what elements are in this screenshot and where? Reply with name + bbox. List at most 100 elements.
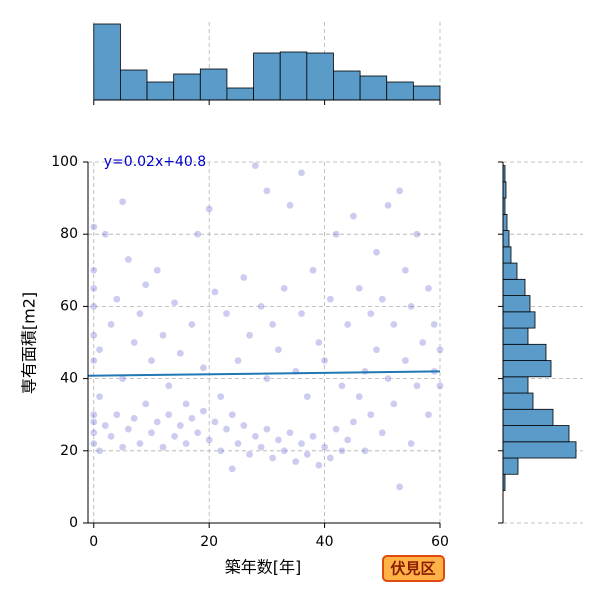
point bbox=[430, 320, 439, 329]
badge-box bbox=[382, 555, 445, 582]
hist-bar bbox=[502, 425, 570, 443]
point bbox=[89, 418, 98, 426]
point bbox=[95, 446, 104, 455]
point bbox=[309, 432, 317, 441]
point bbox=[314, 338, 323, 347]
point bbox=[147, 428, 156, 437]
hist-bar bbox=[199, 68, 228, 101]
y-tick-label: 20 bbox=[60, 443, 78, 459]
point bbox=[361, 446, 369, 455]
point bbox=[343, 320, 352, 329]
point bbox=[228, 410, 237, 419]
hist-bar bbox=[502, 213, 508, 231]
point bbox=[372, 248, 381, 257]
point bbox=[216, 446, 225, 455]
hist-bar bbox=[502, 376, 529, 394]
point bbox=[407, 439, 415, 448]
point bbox=[384, 374, 392, 383]
point bbox=[164, 410, 173, 419]
point bbox=[245, 450, 254, 459]
point bbox=[280, 284, 289, 293]
point bbox=[89, 439, 98, 448]
point bbox=[251, 161, 260, 170]
point bbox=[95, 392, 104, 401]
point bbox=[303, 392, 312, 401]
point bbox=[159, 443, 167, 452]
point bbox=[436, 381, 444, 390]
point bbox=[343, 436, 352, 444]
point bbox=[147, 356, 156, 365]
point bbox=[141, 280, 150, 289]
hist-bar bbox=[279, 51, 308, 101]
point bbox=[182, 439, 190, 448]
point bbox=[89, 428, 98, 437]
hist-bar bbox=[502, 262, 518, 280]
point bbox=[436, 345, 444, 354]
point bbox=[205, 436, 214, 444]
point bbox=[124, 425, 133, 433]
point bbox=[413, 230, 421, 239]
hist-bar bbox=[502, 457, 519, 475]
point bbox=[401, 266, 410, 275]
point bbox=[89, 284, 98, 293]
point bbox=[89, 302, 98, 311]
point bbox=[297, 168, 306, 177]
point bbox=[424, 410, 433, 419]
point bbox=[401, 356, 410, 365]
point bbox=[101, 230, 110, 239]
point bbox=[170, 432, 179, 441]
point bbox=[297, 439, 306, 448]
point bbox=[257, 443, 265, 452]
y-tick-label: 80 bbox=[60, 226, 78, 242]
point bbox=[136, 309, 144, 318]
hist-bar bbox=[306, 52, 334, 101]
point bbox=[291, 457, 300, 466]
hist-bar bbox=[93, 23, 121, 101]
hist-bar bbox=[359, 75, 388, 101]
point bbox=[257, 302, 265, 311]
point bbox=[349, 418, 358, 426]
x-tick-label: 60 bbox=[431, 534, 449, 550]
point bbox=[389, 320, 398, 329]
point bbox=[101, 421, 110, 430]
y-tick-label: 60 bbox=[60, 298, 78, 314]
point bbox=[338, 446, 346, 455]
hist-bar bbox=[146, 81, 175, 101]
hist-bar bbox=[386, 81, 414, 101]
point bbox=[188, 320, 196, 329]
hist-bar bbox=[502, 327, 529, 345]
point bbox=[314, 461, 323, 470]
hist-bar bbox=[173, 73, 201, 101]
point bbox=[141, 400, 150, 408]
point bbox=[199, 407, 208, 415]
point bbox=[418, 338, 427, 347]
y-axis-label: 専有面積[m2] bbox=[20, 292, 39, 394]
point bbox=[326, 295, 335, 304]
y-tick-label: 0 bbox=[69, 515, 78, 531]
point bbox=[228, 465, 237, 473]
y-tick-label: 40 bbox=[60, 371, 78, 387]
x-tick-label: 20 bbox=[200, 534, 218, 550]
hist-bar bbox=[502, 295, 531, 313]
point bbox=[216, 392, 225, 401]
hist-bar bbox=[412, 85, 441, 101]
point bbox=[188, 414, 196, 423]
point bbox=[349, 212, 358, 220]
point bbox=[234, 439, 242, 448]
point bbox=[124, 255, 133, 264]
hist-bar bbox=[502, 230, 510, 248]
point bbox=[199, 363, 208, 372]
x-axis-label: 築年数[年] bbox=[225, 558, 302, 577]
point bbox=[251, 432, 260, 441]
hist-bar bbox=[502, 311, 536, 329]
point bbox=[182, 400, 190, 408]
point bbox=[286, 428, 294, 437]
point bbox=[164, 381, 173, 390]
point bbox=[303, 450, 312, 459]
point bbox=[239, 421, 248, 430]
point bbox=[332, 425, 340, 433]
point bbox=[234, 356, 242, 365]
hist-bar bbox=[333, 70, 361, 101]
point bbox=[89, 223, 98, 231]
